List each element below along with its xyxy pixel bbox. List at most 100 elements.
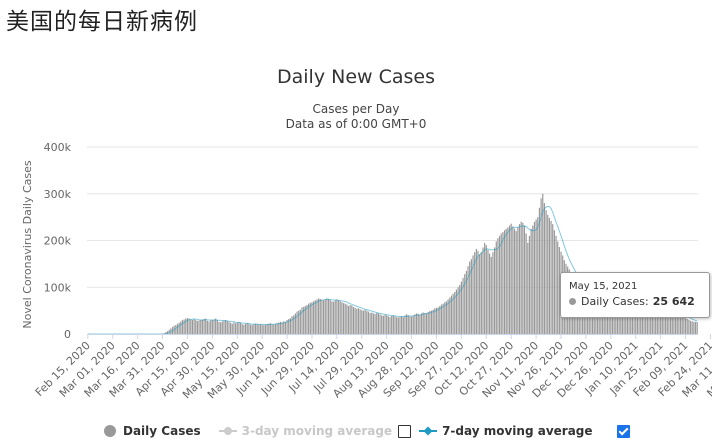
daily-cases-bar[interactable] bbox=[505, 228, 507, 334]
daily-cases-bar[interactable] bbox=[450, 295, 453, 334]
daily-cases-bar[interactable] bbox=[337, 300, 340, 334]
daily-cases-bar[interactable] bbox=[480, 252, 482, 334]
daily-cases-bar[interactable] bbox=[190, 319, 192, 334]
daily-cases-bar[interactable] bbox=[630, 305, 632, 334]
daily-cases-bar[interactable] bbox=[244, 323, 247, 334]
daily-cases-bar[interactable] bbox=[598, 304, 600, 334]
daily-cases-bar[interactable] bbox=[341, 302, 343, 334]
daily-cases-bar[interactable] bbox=[185, 318, 187, 334]
daily-cases-bar[interactable] bbox=[424, 312, 426, 334]
daily-cases-bar[interactable] bbox=[356, 308, 358, 334]
daily-cases-bar[interactable] bbox=[465, 270, 467, 334]
daily-cases-bar[interactable] bbox=[215, 318, 217, 334]
daily-cases-bar[interactable] bbox=[412, 315, 414, 334]
daily-cases-bar[interactable] bbox=[261, 324, 263, 334]
daily-cases-bar[interactable] bbox=[225, 319, 227, 334]
daily-cases-bar[interactable] bbox=[467, 266, 469, 334]
daily-cases-bar[interactable] bbox=[440, 304, 443, 334]
daily-cases-bar[interactable] bbox=[477, 250, 479, 334]
daily-cases-bar[interactable] bbox=[266, 324, 268, 334]
daily-cases-bar[interactable] bbox=[354, 307, 356, 334]
daily-cases-bar[interactable] bbox=[673, 311, 675, 334]
daily-cases-bar[interactable] bbox=[419, 314, 421, 334]
daily-cases-bar[interactable] bbox=[188, 318, 190, 334]
daily-cases-bar[interactable] bbox=[170, 328, 172, 334]
daily-cases-bar[interactable] bbox=[512, 226, 514, 334]
daily-cases-bar[interactable] bbox=[445, 301, 448, 334]
daily-cases-bar[interactable] bbox=[268, 323, 270, 334]
daily-cases-bar[interactable] bbox=[168, 329, 170, 334]
daily-cases-bar[interactable] bbox=[655, 302, 657, 334]
daily-cases-bar[interactable] bbox=[347, 305, 350, 334]
daily-cases-bar[interactable] bbox=[532, 225, 534, 334]
daily-cases-bar[interactable] bbox=[479, 254, 481, 334]
daily-cases-bar[interactable] bbox=[462, 277, 464, 334]
daily-cases-bar[interactable] bbox=[223, 320, 225, 334]
daily-cases-bar[interactable] bbox=[643, 302, 645, 334]
daily-cases-bar[interactable] bbox=[414, 314, 416, 334]
daily-cases-bar[interactable] bbox=[528, 235, 531, 334]
daily-cases-bar[interactable] bbox=[409, 316, 411, 334]
daily-cases-bar[interactable] bbox=[218, 321, 220, 334]
daily-cases-bar[interactable] bbox=[653, 302, 655, 334]
daily-cases-bar[interactable] bbox=[366, 310, 368, 334]
daily-cases-bar[interactable] bbox=[640, 303, 642, 334]
daily-cases-bar[interactable] bbox=[324, 299, 326, 334]
daily-cases-bar[interactable] bbox=[254, 323, 257, 334]
daily-cases-bar[interactable] bbox=[206, 320, 208, 334]
daily-cases-bar[interactable] bbox=[205, 318, 207, 334]
daily-cases-bar[interactable] bbox=[601, 305, 604, 334]
daily-cases-bar[interactable] bbox=[638, 303, 640, 334]
legend-item-daily-cases[interactable]: Daily Cases bbox=[104, 424, 201, 438]
daily-cases-bar[interactable] bbox=[311, 302, 313, 334]
daily-cases-bar[interactable] bbox=[484, 242, 486, 334]
daily-cases-bar[interactable] bbox=[460, 281, 463, 334]
daily-cases-bar[interactable] bbox=[203, 319, 205, 334]
daily-cases-bar[interactable] bbox=[508, 225, 511, 334]
daily-cases-bar[interactable] bbox=[326, 298, 328, 334]
daily-cases-bar[interactable] bbox=[377, 313, 379, 334]
daily-cases-bar[interactable] bbox=[263, 325, 265, 334]
daily-cases-bar[interactable] bbox=[665, 306, 667, 334]
daily-cases-bar[interactable] bbox=[469, 261, 471, 334]
daily-cases-bar[interactable] bbox=[420, 313, 423, 334]
daily-cases-bar[interactable] bbox=[454, 291, 456, 334]
daily-cases-bar[interactable] bbox=[470, 259, 472, 334]
daily-cases-bar[interactable] bbox=[376, 312, 378, 334]
daily-cases-bar[interactable] bbox=[527, 242, 529, 334]
daily-cases-bar[interactable] bbox=[693, 321, 695, 334]
daily-cases-bar[interactable] bbox=[457, 287, 459, 334]
daily-cases-bar[interactable] bbox=[557, 241, 559, 334]
daily-cases-bar[interactable] bbox=[684, 318, 687, 334]
daily-cases-bar[interactable] bbox=[364, 309, 366, 334]
daily-cases-bar[interactable] bbox=[313, 301, 315, 334]
daily-cases-bar[interactable] bbox=[286, 319, 288, 334]
daily-cases-bar[interactable] bbox=[233, 322, 235, 334]
daily-cases-bar[interactable] bbox=[243, 324, 245, 334]
daily-cases-bar[interactable] bbox=[671, 310, 673, 334]
daily-cases-bar[interactable] bbox=[301, 307, 303, 334]
daily-cases-bar[interactable] bbox=[689, 320, 692, 334]
daily-cases-bar[interactable] bbox=[349, 305, 351, 334]
daily-cases-bar[interactable] bbox=[600, 304, 602, 334]
daily-cases-bar[interactable] bbox=[492, 252, 494, 334]
daily-cases-bar[interactable] bbox=[246, 323, 248, 334]
daily-cases-bar[interactable] bbox=[444, 302, 446, 334]
daily-cases-bar[interactable] bbox=[308, 303, 310, 334]
daily-cases-bar[interactable] bbox=[520, 221, 522, 334]
daily-cases-bar[interactable] bbox=[415, 313, 418, 334]
daily-cases-bar[interactable] bbox=[633, 305, 635, 334]
daily-cases-bar[interactable] bbox=[191, 319, 194, 334]
daily-cases-bar[interactable] bbox=[498, 235, 501, 334]
daily-cases-bar[interactable] bbox=[258, 324, 260, 334]
daily-cases-bar[interactable] bbox=[281, 322, 283, 334]
daily-cases-bar[interactable] bbox=[542, 193, 544, 334]
daily-cases-bar[interactable] bbox=[374, 313, 376, 334]
daily-cases-bar[interactable] bbox=[239, 322, 242, 334]
daily-cases-bar[interactable] bbox=[303, 306, 305, 334]
daily-cases-bar[interactable] bbox=[490, 256, 492, 334]
legend-item-3day-average[interactable]: 3-day moving average bbox=[218, 424, 392, 438]
daily-cases-bar[interactable] bbox=[382, 315, 384, 334]
daily-cases-bar[interactable] bbox=[503, 230, 506, 334]
daily-cases-bar[interactable] bbox=[231, 323, 233, 334]
